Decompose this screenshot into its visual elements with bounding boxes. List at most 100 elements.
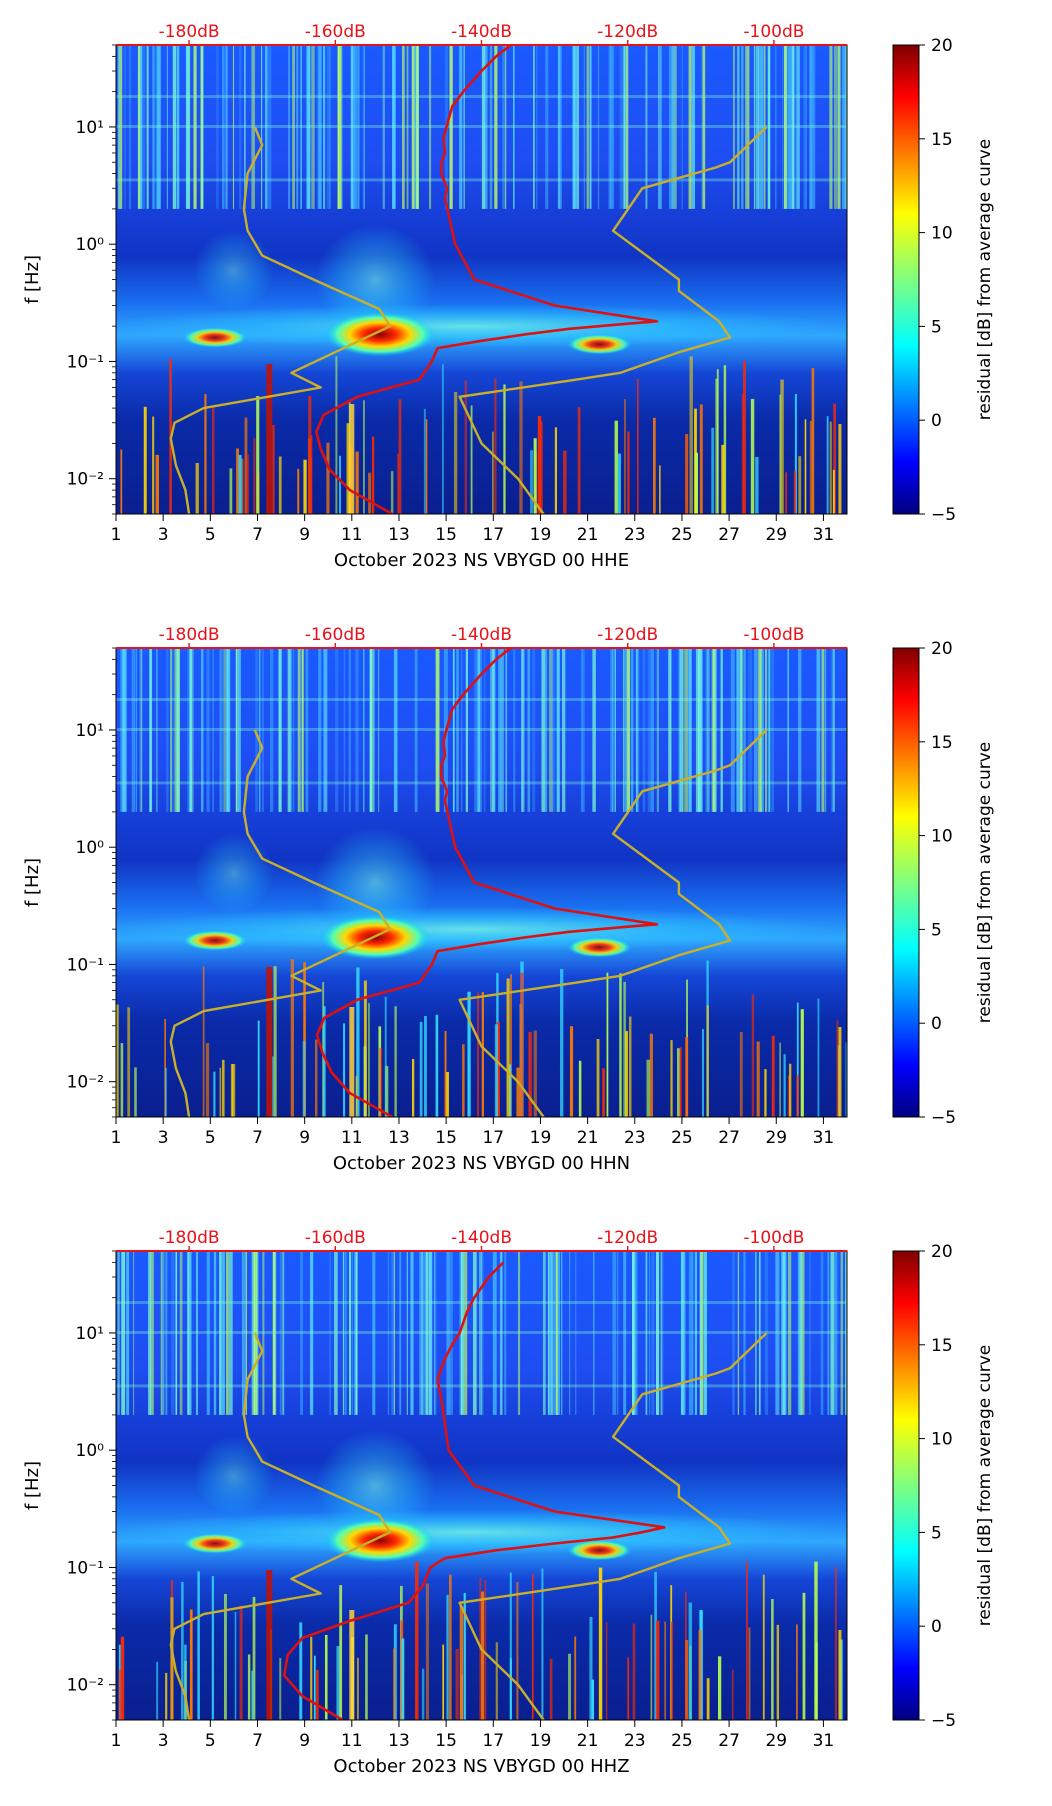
low-freq-streak — [677, 1048, 680, 1117]
low-freq-streak — [435, 1014, 439, 1117]
strong-streak — [349, 1007, 355, 1117]
low-freq-streak — [394, 1006, 397, 1117]
noise-streak — [720, 648, 722, 812]
top-axis-tick-label: -100dB — [743, 625, 804, 645]
noise-streak — [350, 45, 354, 209]
low-freq-streak — [238, 454, 242, 514]
noise-streak — [671, 45, 676, 209]
noise-streak — [489, 45, 493, 209]
colorbar-tick-label: 20 — [931, 639, 953, 659]
low-freq-streak — [316, 1669, 319, 1720]
model-curve-a — [169, 1332, 392, 1720]
low-freq-streak — [654, 1571, 657, 1720]
noise-streak — [490, 648, 494, 812]
noise-streak — [309, 1251, 314, 1415]
noise-streak — [140, 648, 143, 812]
noise-streak — [228, 1251, 233, 1415]
top-axis-tick-label: -160dB — [305, 625, 366, 645]
noise-streak — [827, 1251, 830, 1415]
low-freq-streak — [116, 1004, 119, 1117]
noise-streak — [544, 648, 548, 812]
noise-streak — [545, 45, 549, 209]
model-curve-a — [169, 729, 392, 1117]
noise-streak — [435, 648, 440, 812]
noise-streak — [146, 45, 149, 209]
hotspot — [183, 1533, 248, 1554]
noise-streak — [416, 45, 419, 209]
low-freq-streak — [833, 403, 837, 514]
low-freq-streak — [533, 1030, 537, 1117]
low-freq-streak — [715, 378, 718, 514]
colorbar-tick-label: 10 — [931, 1430, 953, 1450]
noise-streak — [279, 1251, 282, 1415]
noise-streak — [187, 1251, 190, 1415]
low-freq-streak — [470, 405, 473, 514]
low-freq-streak — [771, 1599, 774, 1720]
low-freq-streak — [659, 465, 661, 514]
low-freq-streak — [120, 1043, 124, 1117]
low-freq-streak — [748, 1627, 751, 1720]
noise-streak — [698, 648, 701, 812]
low-freq-streak — [698, 1629, 702, 1720]
x-axis-tick-label: 25 — [671, 1128, 693, 1148]
noise-streak — [702, 45, 706, 209]
low-freq-streak — [219, 1067, 222, 1117]
strong-streak — [266, 364, 273, 514]
noise-streak — [801, 1251, 805, 1415]
noise-streak — [551, 648, 554, 812]
noise-band — [116, 727, 847, 731]
noise-streak — [756, 45, 759, 209]
noise-streak — [392, 45, 396, 209]
noise-streak — [694, 1251, 698, 1415]
noise-streak — [840, 1251, 844, 1415]
noise-streak — [306, 45, 311, 209]
noise-streak — [536, 45, 538, 209]
noise-streak — [175, 1251, 178, 1415]
low-freq-streak — [273, 966, 277, 1117]
noise-band — [116, 95, 847, 99]
low-freq-streak — [205, 1042, 210, 1117]
y-axis-tick-label: 10⁻² — [67, 1676, 104, 1696]
low-freq-streak — [785, 472, 788, 514]
low-freq-streak — [314, 1039, 318, 1117]
low-freq-streak — [779, 394, 782, 514]
noise-streak — [301, 1251, 304, 1415]
hotspot — [567, 1540, 632, 1561]
top-axis-tick-label: -160dB — [305, 22, 366, 42]
noise-streak — [768, 45, 770, 209]
low-freq-streak — [670, 1040, 673, 1117]
noise-streak — [623, 1251, 627, 1415]
x-axis-tick-label: 29 — [765, 1731, 787, 1751]
noise-streak — [577, 45, 579, 209]
low-freq-streak — [240, 458, 244, 514]
noise-streak — [513, 45, 515, 209]
low-freq-streak — [589, 1616, 593, 1720]
noise-streak — [804, 45, 807, 209]
noise-streak — [171, 648, 176, 812]
low-freq-streak — [195, 463, 199, 514]
noise-streak — [527, 648, 531, 812]
noise-streak — [500, 648, 504, 812]
noise-streak — [505, 648, 508, 812]
noise-band — [116, 1384, 847, 1388]
x-axis-tick-label: 7 — [252, 525, 263, 545]
low-freq-streak — [519, 381, 523, 514]
noise-streak — [816, 648, 821, 812]
psd-curve — [315, 648, 659, 1117]
noise-streak — [706, 648, 710, 812]
noise-streak — [736, 648, 740, 812]
low-freq-streak — [425, 1583, 429, 1720]
x-axis-tick-label: 13 — [388, 1128, 410, 1148]
noise-streak — [811, 45, 815, 209]
low-freq-streak — [689, 356, 693, 514]
x-axis-tick-label: 31 — [813, 525, 835, 545]
low-freq-streak — [496, 1022, 500, 1117]
noise-streak — [541, 648, 546, 812]
noise-streak — [355, 648, 359, 812]
noise-streak — [150, 1251, 154, 1415]
noise-streak — [711, 648, 716, 812]
noise-streak — [619, 45, 623, 209]
noise-streak — [597, 45, 600, 209]
low-freq-streak — [322, 982, 325, 1117]
noise-streak — [414, 648, 418, 812]
